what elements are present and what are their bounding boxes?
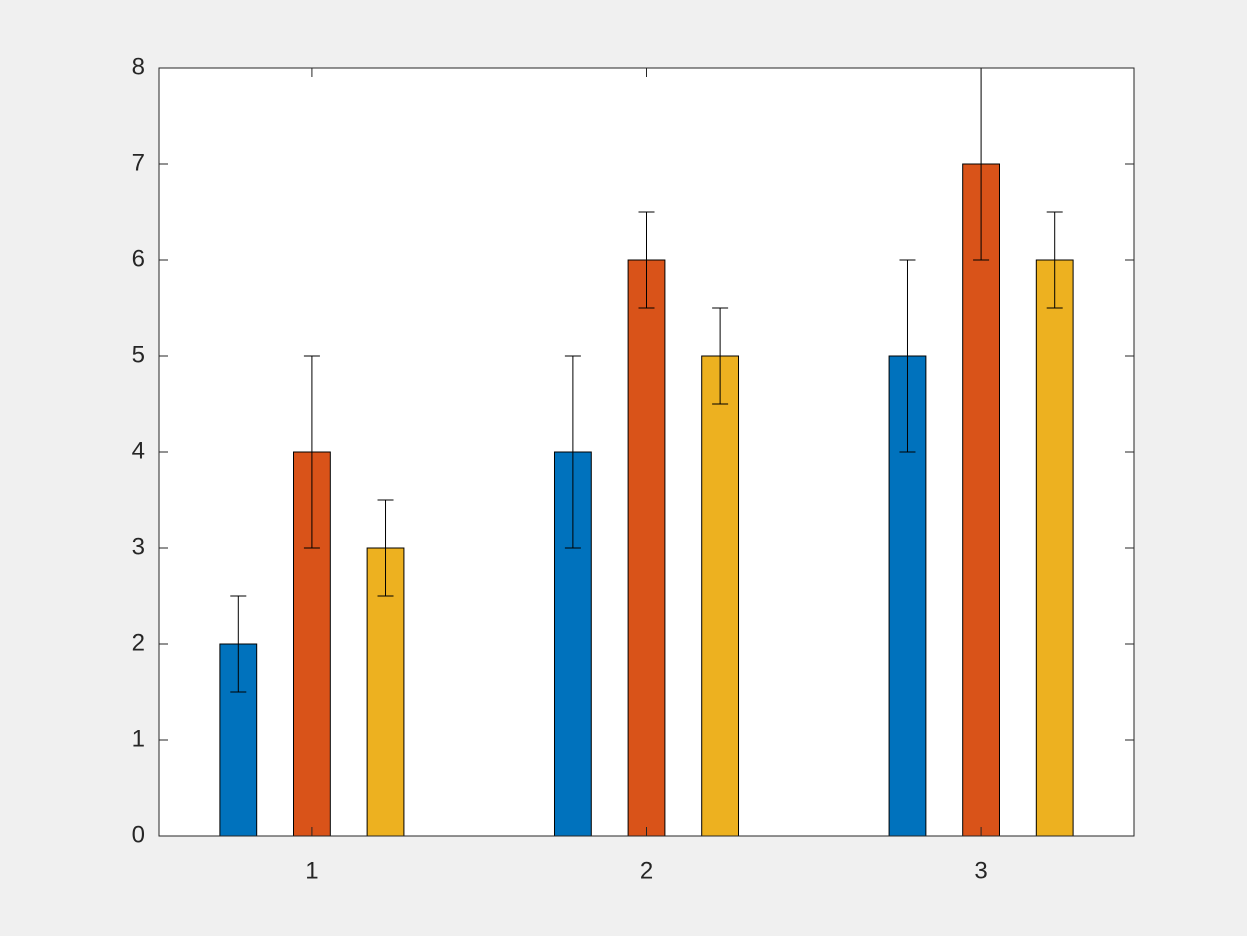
x-tick-label: 1 — [305, 857, 318, 884]
bar — [962, 163, 1000, 836]
error-bar — [712, 307, 729, 405]
bar — [701, 355, 740, 836]
y-tick-label: 4 — [132, 437, 145, 464]
y-tick-label: 5 — [132, 341, 145, 368]
y-tick-label: 8 — [132, 53, 145, 80]
error-bar — [564, 355, 581, 549]
x-tick-label: 3 — [974, 857, 987, 884]
y-tick-label: 1 — [132, 725, 145, 752]
error-bar — [973, 68, 990, 261]
y-tick-label: 0 — [132, 821, 145, 848]
y-tick-label: 3 — [132, 533, 145, 560]
error-bar — [899, 259, 916, 453]
error-bar — [1046, 211, 1063, 309]
y-tick-label: 7 — [132, 149, 145, 176]
bar — [1035, 259, 1074, 836]
y-tick-label: 6 — [132, 245, 145, 272]
error-bar — [377, 499, 394, 597]
axes-box — [158, 67, 1135, 837]
marks — [219, 68, 1074, 836]
error-bar — [303, 355, 320, 549]
y-tick-label: 2 — [132, 629, 145, 656]
x-tick-label: 2 — [640, 857, 653, 884]
bar — [627, 259, 666, 836]
error-bar — [230, 595, 247, 693]
error-bar — [638, 211, 655, 309]
